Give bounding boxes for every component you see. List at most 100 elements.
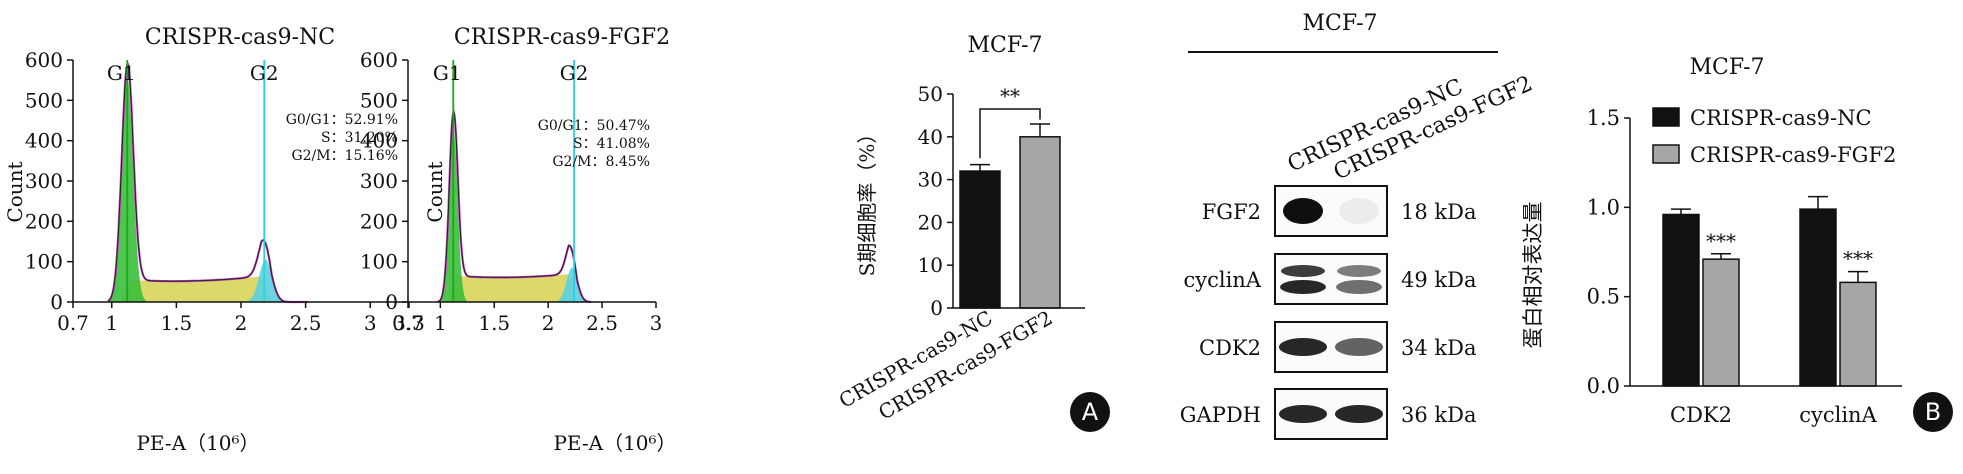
protein-band: [1281, 265, 1325, 277]
y-tick-label: 500: [25, 88, 63, 112]
y-tick-label: 1.0: [1587, 195, 1620, 219]
marker-label: G1: [433, 61, 462, 85]
marker-label: G2: [560, 61, 589, 85]
protein-band: [1337, 265, 1381, 277]
x-tick-label: 2: [235, 311, 248, 335]
bar: [959, 170, 1001, 309]
significance-label: **: [1000, 84, 1020, 108]
x-tick-label: 1: [434, 311, 447, 335]
x-axis-label: PE-A（10⁶）: [553, 431, 676, 455]
y-tick-label: 200: [25, 209, 63, 233]
legend-swatch: [1652, 144, 1680, 164]
histogram-line: [437, 110, 592, 303]
x-tick-label: 0.7: [57, 311, 89, 335]
x-tick-label: 1.5: [160, 311, 192, 335]
g2-phase-area: [437, 267, 592, 302]
protein-band: [1279, 405, 1327, 423]
x-tick-label: 3: [650, 311, 663, 335]
chart-title: CRISPR-cas9-NC: [145, 25, 335, 50]
protein-label: CDK2: [1199, 336, 1261, 360]
y-tick-label: 600: [360, 48, 398, 72]
protein-label: cyclinA: [1183, 268, 1261, 292]
bar: [1019, 136, 1061, 309]
x-tick-label: 1: [105, 311, 118, 335]
chart-title: CRISPR-cas9-FGF2: [454, 25, 670, 50]
blot-box: [1274, 253, 1388, 305]
y-tick-label: 40: [918, 125, 943, 149]
x-tick-label: cyclinA: [1799, 403, 1877, 427]
panel-label-text: B: [1925, 398, 1941, 426]
blot-title: MCF-7: [1302, 11, 1377, 36]
y-tick-label: 100: [25, 250, 63, 274]
s-phase-bar-chart: MCF-7 S期细胞率（%） CRISPR-cas9-NCCRISPR-cas9…: [835, 33, 1085, 425]
x-tick-label: 3: [364, 311, 377, 335]
kda-label: 34 kDa: [1401, 336, 1476, 360]
kda-label: 18 kDa: [1401, 200, 1476, 224]
protein-band: [1336, 280, 1382, 294]
x-tick-label: 1.5: [478, 311, 510, 335]
y-tick-label: 300: [360, 169, 398, 193]
phase-stat: G0/G1：50.47%: [538, 118, 650, 134]
y-tick-label: 500: [360, 88, 398, 112]
y-tick-label: 200: [360, 209, 398, 233]
x-tick-label: 2.5: [586, 311, 618, 335]
y-tick-label: 10: [918, 253, 943, 277]
phase-stat: S：41.08%: [573, 136, 650, 152]
g2-phase-area: [107, 259, 309, 302]
legend-swatch: [1652, 107, 1680, 127]
bar: [1799, 208, 1837, 387]
bar: [1702, 258, 1740, 387]
histogram-line: [107, 63, 309, 303]
y-axis-label: S期细胞率（%）: [855, 124, 879, 277]
bar: [1839, 281, 1877, 387]
x-tick-label: 2.5: [290, 311, 322, 335]
y-tick-label: 0: [385, 290, 398, 314]
chart-title: MCF-7: [967, 33, 1042, 58]
y-tick-label: 50: [918, 82, 943, 106]
bar: [1662, 213, 1700, 387]
kda-label: 49 kDa: [1401, 268, 1476, 292]
protein-band: [1280, 280, 1326, 294]
s-phase-area: [437, 274, 592, 302]
y-tick-label: 1.5: [1587, 106, 1620, 130]
x-tick-label: 0.7: [392, 311, 424, 335]
protein-expression-bar-chart: MCF-7 蛋白相对表达量 *** CDK2 *** cyclinA 0.0 0.5 1.0…: [1521, 55, 1902, 427]
legend-label: CRISPR-cas9-FGF2: [1690, 143, 1896, 167]
x-tick-label: CDK2: [1670, 403, 1732, 427]
marker-label: G1: [107, 61, 136, 85]
panel-label-text: A: [1082, 398, 1099, 426]
y-tick-label: 100: [360, 250, 398, 274]
y-axis-label: Count: [3, 161, 27, 222]
y-tick-label: 300: [25, 169, 63, 193]
x-tick-label: 2: [542, 311, 555, 335]
phase-stat: G2/M：15.16%: [291, 148, 398, 164]
protein-band: [1339, 198, 1379, 224]
kda-label: 36 kDa: [1401, 403, 1476, 427]
y-tick-label: 400: [360, 129, 398, 153]
protein-label: GAPDH: [1180, 403, 1261, 427]
g1-phase-area: [107, 78, 309, 302]
histogram-fgf2: CRISPR-cas9-FGF2 Count PE-A（10⁶） G1 G2 0 10…: [360, 25, 677, 455]
y-tick-label: 20: [918, 210, 943, 234]
x-axis-label: PE-A（10⁶）: [136, 431, 259, 455]
legend-label: CRISPR-cas9-NC: [1690, 106, 1872, 130]
histogram-nc: CRISPR-cas9-NC Count PE-A（10⁶） G1 G2 0 100 2…: [3, 25, 425, 455]
y-tick-label: 400: [25, 129, 63, 153]
marker-label: G2: [250, 61, 279, 85]
protein-band: [1279, 338, 1327, 356]
protein-band: [1283, 198, 1323, 224]
phase-stat: S：31.20%: [321, 130, 398, 146]
protein-band: [1335, 338, 1383, 356]
phase-stat: G2/M：8.45%: [552, 154, 650, 170]
x-tick-label: 3.3: [393, 311, 425, 335]
y-axis-label: 蛋白相对表达量: [1521, 202, 1545, 349]
phase-stat: G0/G1：52.91%: [286, 112, 398, 128]
panel-label-b: B: [1913, 392, 1953, 432]
y-axis-label: Count: [423, 161, 447, 222]
protein-band: [1335, 405, 1383, 423]
significance-label: ***: [1843, 247, 1873, 271]
significance-bracket: [979, 108, 1041, 159]
panel-label-a: A: [1070, 392, 1110, 432]
